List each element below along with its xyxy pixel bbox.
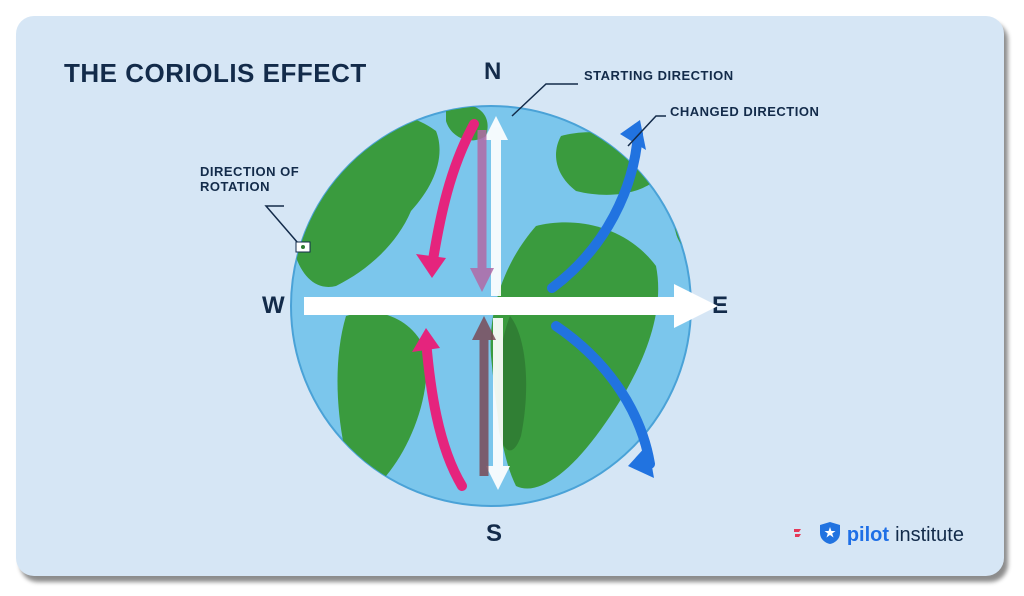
brand-logo: pilot institute xyxy=(793,521,964,550)
rotation-tag-dot xyxy=(301,245,305,249)
logo-text-pilot: pilot xyxy=(847,524,889,547)
logo-text-institute: institute xyxy=(895,524,964,547)
logo-wings-icon xyxy=(793,523,813,548)
diagram-svg xyxy=(16,16,1004,576)
diagram-card: THE CORIOLIS EFFECT N S W E STARTING DIR… xyxy=(16,16,1004,576)
logo-shield-icon xyxy=(819,521,841,550)
